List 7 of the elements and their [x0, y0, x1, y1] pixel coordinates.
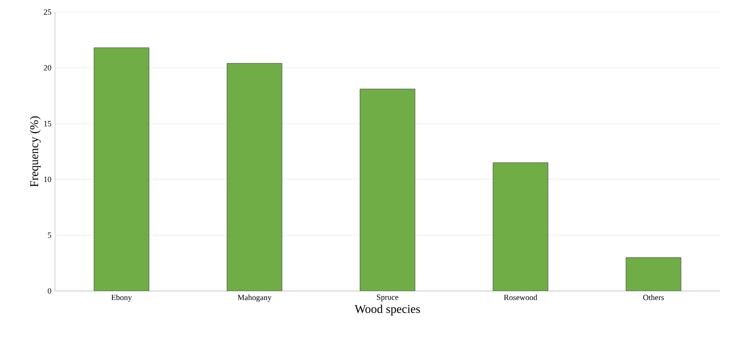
bar — [94, 48, 150, 291]
x-axis-title: Wood species — [354, 304, 420, 316]
y-axis-title: Frequency (%) — [30, 116, 41, 187]
bar — [492, 162, 548, 291]
bar — [360, 88, 416, 291]
bar — [226, 63, 282, 291]
bar — [626, 257, 682, 291]
